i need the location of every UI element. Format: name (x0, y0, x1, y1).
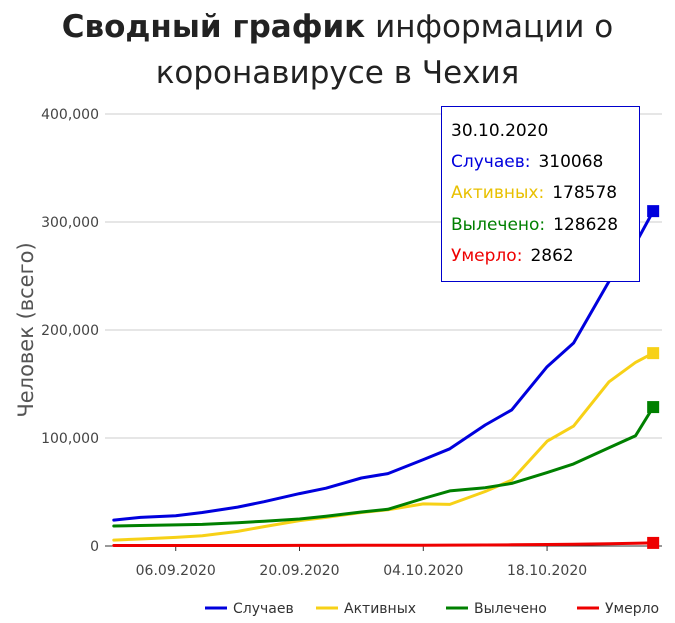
tooltip: 30.10.2020 Случаев: 310068 Активных: 17857… (441, 106, 640, 282)
tooltip-row-deaths: Умерло: 2862 (451, 246, 574, 266)
tooltip-value-deaths: 2862 (530, 246, 574, 266)
y-tick-labels: 0 100,000 200,000 300,000 400,000 (41, 107, 99, 555)
y-tick-label: 300,000 (41, 215, 99, 231)
series-marker-0 (647, 205, 660, 218)
chart-title-bold: Сводный график (61, 9, 366, 45)
tooltip-row-cases: Случаев: 310068 (451, 152, 603, 172)
series-line-3 (112, 541, 655, 547)
series-marker-1 (647, 347, 660, 360)
tooltip-label-cases: Случаев: (451, 152, 531, 172)
tooltip-date: 30.10.2020 (451, 121, 549, 141)
series-end-markers (647, 205, 660, 549)
series-line-2 (112, 405, 655, 528)
y-tick-label: 0 (90, 539, 99, 555)
x-tick-label: 20.09.2020 (259, 563, 339, 579)
x-tick-label: 18.10.2020 (507, 563, 587, 579)
series-line-0 (112, 209, 655, 522)
tooltip-label-recovered: Вылечено: (451, 215, 546, 235)
tooltip-label-active: Активных: (451, 183, 545, 203)
chart-title-rest: информации о (375, 9, 614, 45)
legend: Случаев Активных Вылечено Умерло (205, 601, 659, 617)
legend-label-0: Случаев (233, 601, 294, 617)
tooltip-label-deaths: Умерло: (451, 246, 523, 266)
y-tick-label: 200,000 (41, 323, 99, 339)
chart-title: Сводный график информации о коронавирусе… (0, 4, 675, 96)
x-tick-label: 04.10.2020 (383, 563, 463, 579)
tooltip-row-recovered: Вылечено: 128628 (451, 215, 618, 235)
series-marker-2 (647, 401, 660, 414)
series-lines (112, 209, 655, 547)
legend-label-3: Умерло (605, 601, 659, 617)
y-tick-label: 100,000 (41, 431, 99, 447)
y-axis-label: Человек (всего) (14, 242, 38, 417)
y-tick-label: 400,000 (41, 107, 99, 123)
x-tick-label: 06.09.2020 (136, 563, 216, 579)
x-tick-labels: 06.09.2020 20.09.2020 04.10.2020 18.10.2020 (136, 563, 588, 579)
tooltip-row-active: Активных: 178578 (451, 183, 617, 203)
legend-label-2: Вылечено (474, 601, 547, 617)
tooltip-value-active: 178578 (552, 183, 618, 203)
chart-title-line2: коронавирусе в Чехия (155, 55, 520, 91)
tooltip-value-cases: 310068 (538, 152, 604, 172)
legend-label-1: Активных (344, 601, 416, 617)
series-marker-3 (647, 536, 660, 549)
tooltip-value-recovered: 128628 (553, 215, 619, 235)
